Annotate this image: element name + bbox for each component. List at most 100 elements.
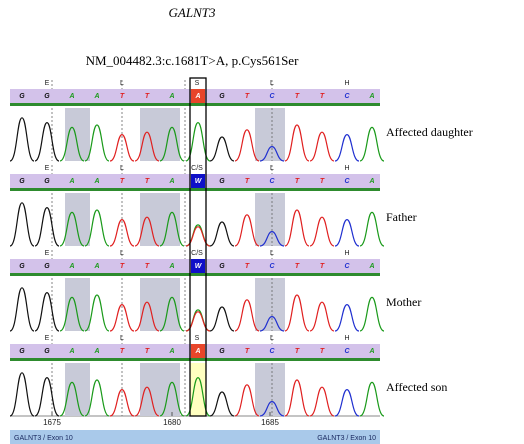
- trace-peak: [35, 378, 59, 416]
- base-call: T: [120, 263, 125, 270]
- amino-acid: L: [120, 80, 124, 87]
- base-call: T: [145, 348, 150, 355]
- base-call: A: [368, 348, 374, 355]
- base-call: T: [245, 263, 250, 270]
- exon-label: GALNT3 / Exon 10: [14, 435, 73, 442]
- base-call: A: [93, 178, 99, 185]
- quality-bar: [10, 103, 380, 106]
- trace-peak: [210, 137, 234, 161]
- base-call: T: [145, 93, 150, 100]
- base-call: T: [295, 178, 300, 185]
- trace-peak: [10, 373, 34, 416]
- base-call: G: [219, 263, 225, 270]
- base-call: T: [245, 348, 250, 355]
- exon-label: GALNT3 / Exon 10: [317, 435, 376, 442]
- base-call: A: [368, 263, 374, 270]
- base-call: T: [320, 348, 325, 355]
- base-call: T: [145, 263, 150, 270]
- base-call: A: [168, 263, 174, 270]
- base-call: A: [93, 348, 99, 355]
- shaded-region: [255, 278, 285, 331]
- trace-peak: [360, 297, 384, 331]
- amino-acid: H: [344, 165, 349, 172]
- trace-peak: [210, 307, 234, 331]
- trace-peak: [35, 208, 59, 246]
- base-call: A: [68, 178, 74, 185]
- amino-acid: H: [344, 250, 349, 257]
- base-call: G: [219, 348, 225, 355]
- trace-peak: [310, 217, 334, 246]
- base-call: G: [19, 178, 25, 185]
- base-call: A: [168, 178, 174, 185]
- trace-peak: [210, 392, 234, 416]
- amino-acid: L: [270, 165, 274, 172]
- ruler-label: 1680: [163, 418, 181, 427]
- trace-peak: [285, 295, 309, 331]
- base-call: A: [93, 93, 99, 100]
- base-call: T: [320, 93, 325, 100]
- amino-acid: L: [270, 80, 274, 87]
- amino-acid: L: [120, 165, 124, 172]
- amino-acid: E: [45, 165, 50, 172]
- amino-acid: H: [344, 80, 349, 87]
- amino-acid: S: [195, 80, 200, 87]
- amino-acid: C/S: [191, 165, 203, 172]
- base-call: T: [120, 348, 125, 355]
- base-call: A: [194, 348, 200, 355]
- base-call: G: [44, 178, 50, 185]
- shaded-region: [140, 108, 180, 161]
- highlight-column: [190, 363, 206, 416]
- shaded-region: [255, 193, 285, 246]
- base-call: T: [245, 178, 250, 185]
- trace-peak: [310, 132, 334, 161]
- trace-peak: [335, 220, 359, 246]
- shaded-region: [255, 363, 285, 416]
- sample-label: Father: [386, 210, 417, 224]
- base-call: T: [320, 263, 325, 270]
- trace-peak: [360, 382, 384, 416]
- base-call: G: [44, 348, 50, 355]
- shaded-region: [140, 278, 180, 331]
- base-call: T: [320, 178, 325, 185]
- shaded-region: [140, 193, 180, 246]
- gene-title: GALNT3: [169, 5, 216, 20]
- trace-peak: [360, 127, 384, 161]
- trace-peak: [35, 123, 59, 161]
- amino-acid: L: [120, 335, 124, 342]
- trace-peak: [335, 390, 359, 416]
- trace-peak: [35, 293, 59, 331]
- amino-acid: L: [270, 250, 274, 257]
- amino-acid: E: [45, 250, 50, 257]
- base-call: G: [19, 348, 25, 355]
- trace-peak: [335, 135, 359, 161]
- sample-label: Affected son: [386, 380, 447, 394]
- amino-acid: E: [45, 80, 50, 87]
- trace-peak: [10, 288, 34, 331]
- base-call: G: [219, 178, 225, 185]
- trace-peak: [285, 125, 309, 161]
- quality-bar: [10, 273, 380, 276]
- base-call: G: [19, 263, 25, 270]
- base-call: A: [68, 348, 74, 355]
- ruler-label: 1685: [261, 418, 279, 427]
- base-call: T: [295, 348, 300, 355]
- trace-peak: [335, 305, 359, 331]
- quality-bar: [10, 188, 380, 191]
- base-call: T: [245, 93, 250, 100]
- base-call: G: [44, 263, 50, 270]
- amino-acid: S: [195, 335, 200, 342]
- base-call: T: [145, 178, 150, 185]
- base-call: A: [194, 93, 200, 100]
- base-call: A: [368, 178, 374, 185]
- trace-peak: [10, 203, 34, 246]
- base-call: A: [68, 263, 74, 270]
- quality-bar: [10, 358, 380, 361]
- base-call: A: [168, 93, 174, 100]
- ruler-label: 1675: [43, 418, 61, 427]
- base-call: G: [19, 93, 25, 100]
- amino-acid: L: [120, 250, 124, 257]
- base-call: T: [120, 178, 125, 185]
- base-call: T: [120, 93, 125, 100]
- base-call: A: [68, 93, 74, 100]
- amino-acid: E: [45, 335, 50, 342]
